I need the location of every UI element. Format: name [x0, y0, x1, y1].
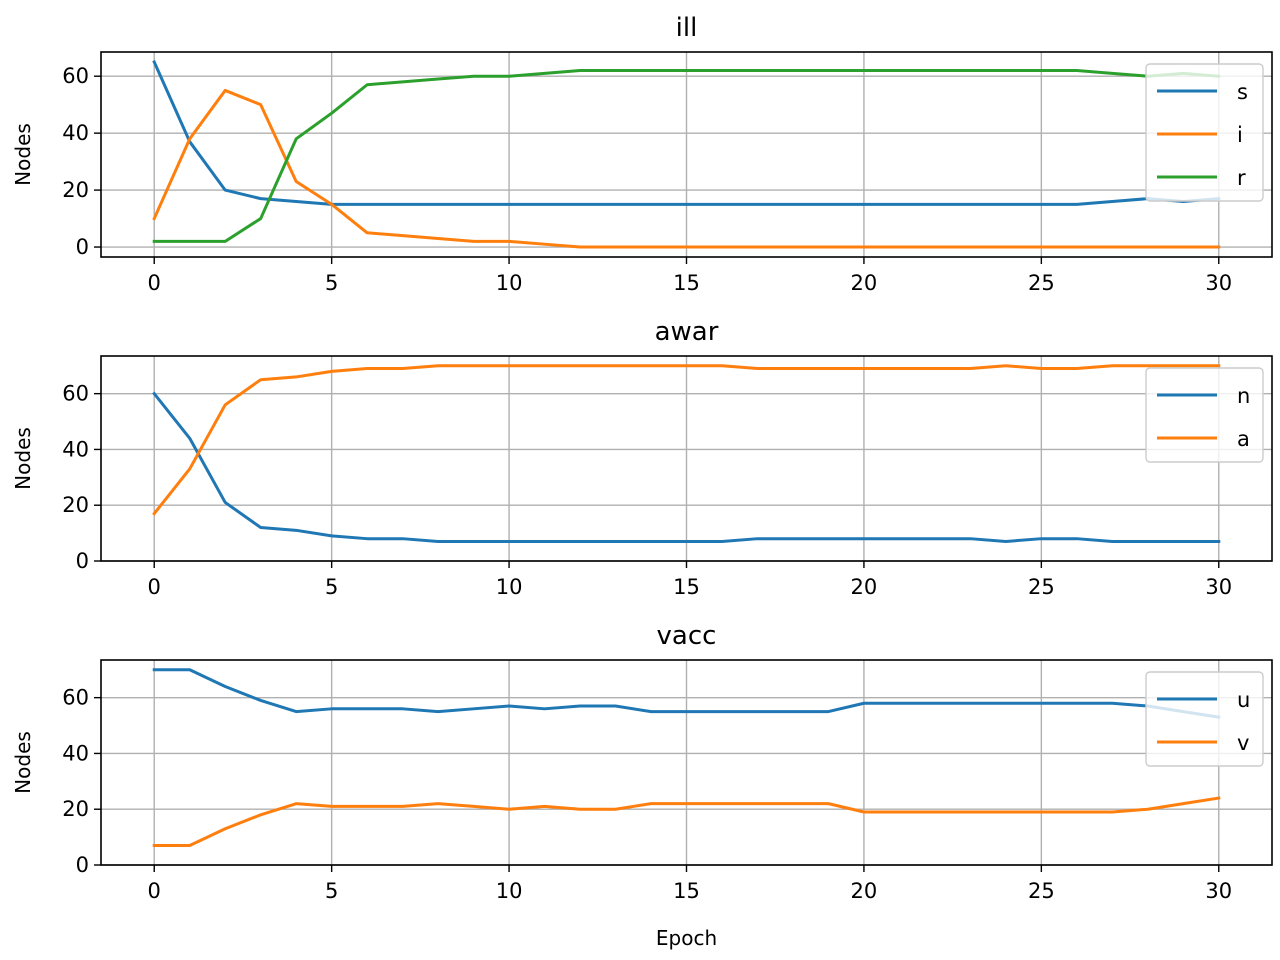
legend-label-n: n — [1237, 384, 1250, 408]
x-tick-label: 20 — [851, 575, 878, 599]
series-line-i — [152, 88, 1221, 249]
y-tick-label: 20 — [62, 797, 89, 821]
x-axis-label: Epoch — [656, 926, 717, 950]
x-tick-label: 10 — [496, 271, 523, 295]
y-tick-label: 0 — [76, 853, 89, 877]
x-tick-label: 15 — [673, 271, 700, 295]
series-line-u — [152, 668, 1221, 719]
y-tick-label: 40 — [62, 741, 89, 765]
x-tick-label: 5 — [325, 879, 338, 903]
legend-label-a: a — [1237, 427, 1250, 451]
x-tick-label: 10 — [496, 575, 523, 599]
x-tick-label: 15 — [673, 879, 700, 903]
subplot-vacc: 0 5 10 15 20 25 30 0 20 40 60 vacc Nodes Epoch uv — [11, 621, 1273, 950]
series-line-v — [152, 796, 1221, 847]
x-tick-label: 20 — [851, 271, 878, 295]
legend-label-s: s — [1237, 80, 1248, 104]
y-tick-label: 60 — [62, 64, 89, 88]
legend-label-r: r — [1237, 166, 1246, 190]
y-axis-label: Nodes — [11, 123, 35, 186]
y-axis-label: Nodes — [11, 427, 35, 490]
y-tick-label: 20 — [62, 178, 89, 202]
x-tick-label: 25 — [1028, 879, 1055, 903]
y-tick-label: 0 — [76, 549, 89, 573]
x-tick-label: 25 — [1028, 575, 1055, 599]
x-tick-label: 5 — [325, 575, 338, 599]
legend-label-u: u — [1237, 688, 1250, 712]
legend: na — [1145, 367, 1264, 463]
y-tick-label: 40 — [62, 437, 89, 461]
y-axis-label: Nodes — [11, 731, 35, 794]
legend-label-i: i — [1237, 123, 1243, 147]
series-line-a — [152, 364, 1221, 516]
y-tick-label: 60 — [62, 686, 89, 710]
x-tick-label: 0 — [148, 879, 161, 903]
legend: uv — [1145, 671, 1264, 767]
chart-title: ill — [676, 13, 698, 43]
y-tick-label: 20 — [62, 493, 89, 517]
x-tick-label: 30 — [1205, 575, 1232, 599]
chart-title: vacc — [657, 621, 717, 651]
legend: sir — [1145, 63, 1264, 202]
x-tick-label: 30 — [1205, 879, 1232, 903]
chart-title: awar — [655, 317, 719, 347]
x-tick-label: 0 — [148, 271, 161, 295]
y-tick-label: 60 — [62, 382, 89, 406]
y-tick-label: 0 — [76, 235, 89, 259]
x-tick-label: 30 — [1205, 271, 1232, 295]
x-tick-label: 10 — [496, 879, 523, 903]
x-tick-label: 0 — [148, 575, 161, 599]
x-tick-label: 25 — [1028, 271, 1055, 295]
y-tick-label: 40 — [62, 121, 89, 145]
subplot-awar: 0 5 10 15 20 25 30 0 20 40 60 awar Nodes na — [11, 317, 1273, 599]
subplot-ill: 0 5 10 15 20 25 30 0 20 40 60 ill Nodes sir — [11, 13, 1273, 295]
legend-label-v: v — [1237, 731, 1249, 755]
x-tick-label: 5 — [325, 271, 338, 295]
series-line-n — [152, 391, 1221, 543]
x-tick-label: 15 — [673, 575, 700, 599]
x-tick-label: 20 — [851, 879, 878, 903]
series-line-r — [152, 69, 1221, 243]
